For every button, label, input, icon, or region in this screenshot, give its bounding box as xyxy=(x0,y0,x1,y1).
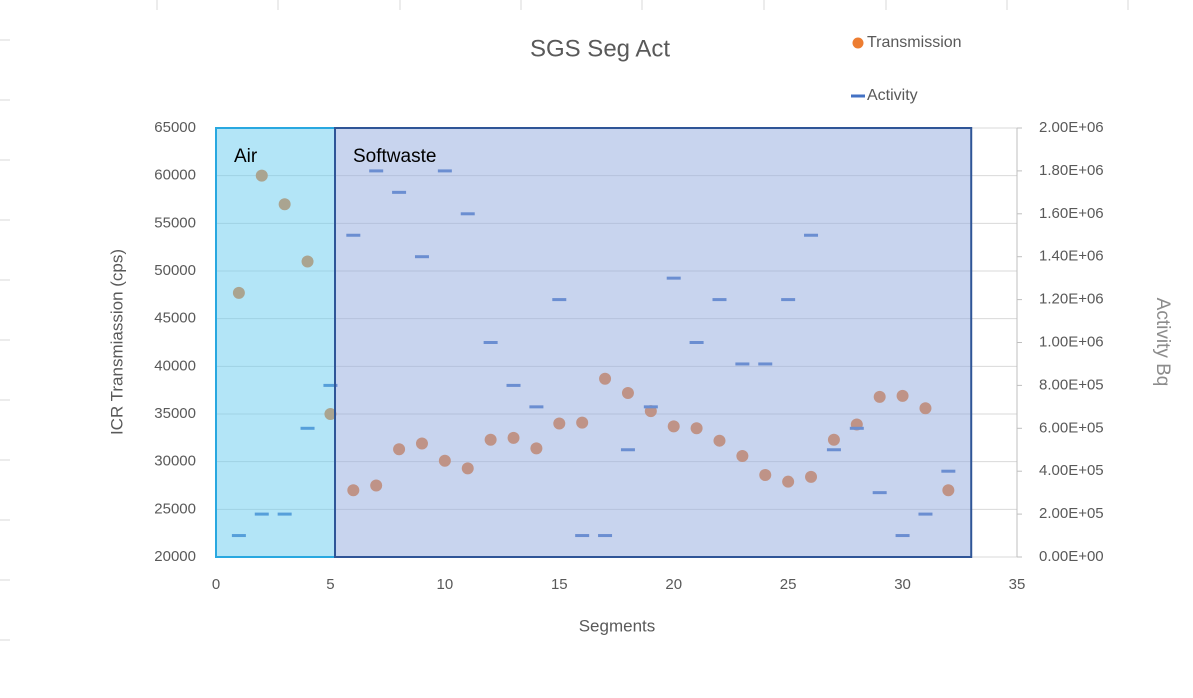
y2-tick-label: 8.00E+05 xyxy=(1039,376,1104,393)
region xyxy=(334,127,973,558)
x-tick-label: 20 xyxy=(665,576,682,593)
legend-swatch xyxy=(852,37,864,49)
y2-tick-label: 6.00E+05 xyxy=(1039,419,1104,436)
legend-label: Activity xyxy=(867,87,918,104)
region xyxy=(215,127,337,558)
y-tick-label: 65000 xyxy=(154,119,196,136)
y-tick-label: 40000 xyxy=(154,357,196,374)
y2-tick-label: 1.60E+06 xyxy=(1039,205,1104,222)
legend-swatch xyxy=(851,94,865,98)
y-axis-label: ICR Transmiassion (cps) xyxy=(107,249,126,435)
y-tick-label: 30000 xyxy=(154,453,196,470)
x-tick-label: 15 xyxy=(551,576,568,593)
y2-tick-label: 1.20E+06 xyxy=(1039,291,1104,308)
sheet-lines xyxy=(0,0,1129,641)
y2-tick-label: 4.00E+05 xyxy=(1039,462,1104,479)
y2-tick-label: 1.40E+06 xyxy=(1039,248,1104,265)
y2-tick-label: 1.00E+06 xyxy=(1039,333,1104,350)
y2-tick-label: 2.00E+06 xyxy=(1039,119,1104,136)
y-tick-label: 55000 xyxy=(154,214,196,231)
region-label: Softwaste xyxy=(353,146,436,167)
region-label: Air xyxy=(234,146,258,167)
y2-tick-label: 1.80E+06 xyxy=(1039,162,1104,179)
y-tick-label: 50000 xyxy=(154,262,196,279)
y-tick-label: 45000 xyxy=(154,310,196,327)
x-tick-label: 10 xyxy=(437,576,454,593)
x-tick-label: 35 xyxy=(1009,576,1026,593)
x-tick-label: 30 xyxy=(894,576,911,593)
y2-tick-label: 0.00E+00 xyxy=(1039,548,1104,565)
legend-label: Transmission xyxy=(867,34,962,51)
x-tick-label: 25 xyxy=(780,576,797,593)
x-tick-label: 5 xyxy=(326,576,334,593)
x-tick-label: 0 xyxy=(212,576,220,593)
y-tick-label: 20000 xyxy=(154,548,196,565)
y-tick-label: 25000 xyxy=(154,500,196,517)
y-tick-label: 60000 xyxy=(154,167,196,184)
y2-axis-label: Activity Bq xyxy=(1152,298,1173,387)
y-tick-label: 35000 xyxy=(154,405,196,422)
y2-tick-label: 2.00E+05 xyxy=(1039,505,1104,522)
x-axis-label: Segments xyxy=(579,616,656,635)
chart-title: SGS Seg Act xyxy=(530,35,670,62)
